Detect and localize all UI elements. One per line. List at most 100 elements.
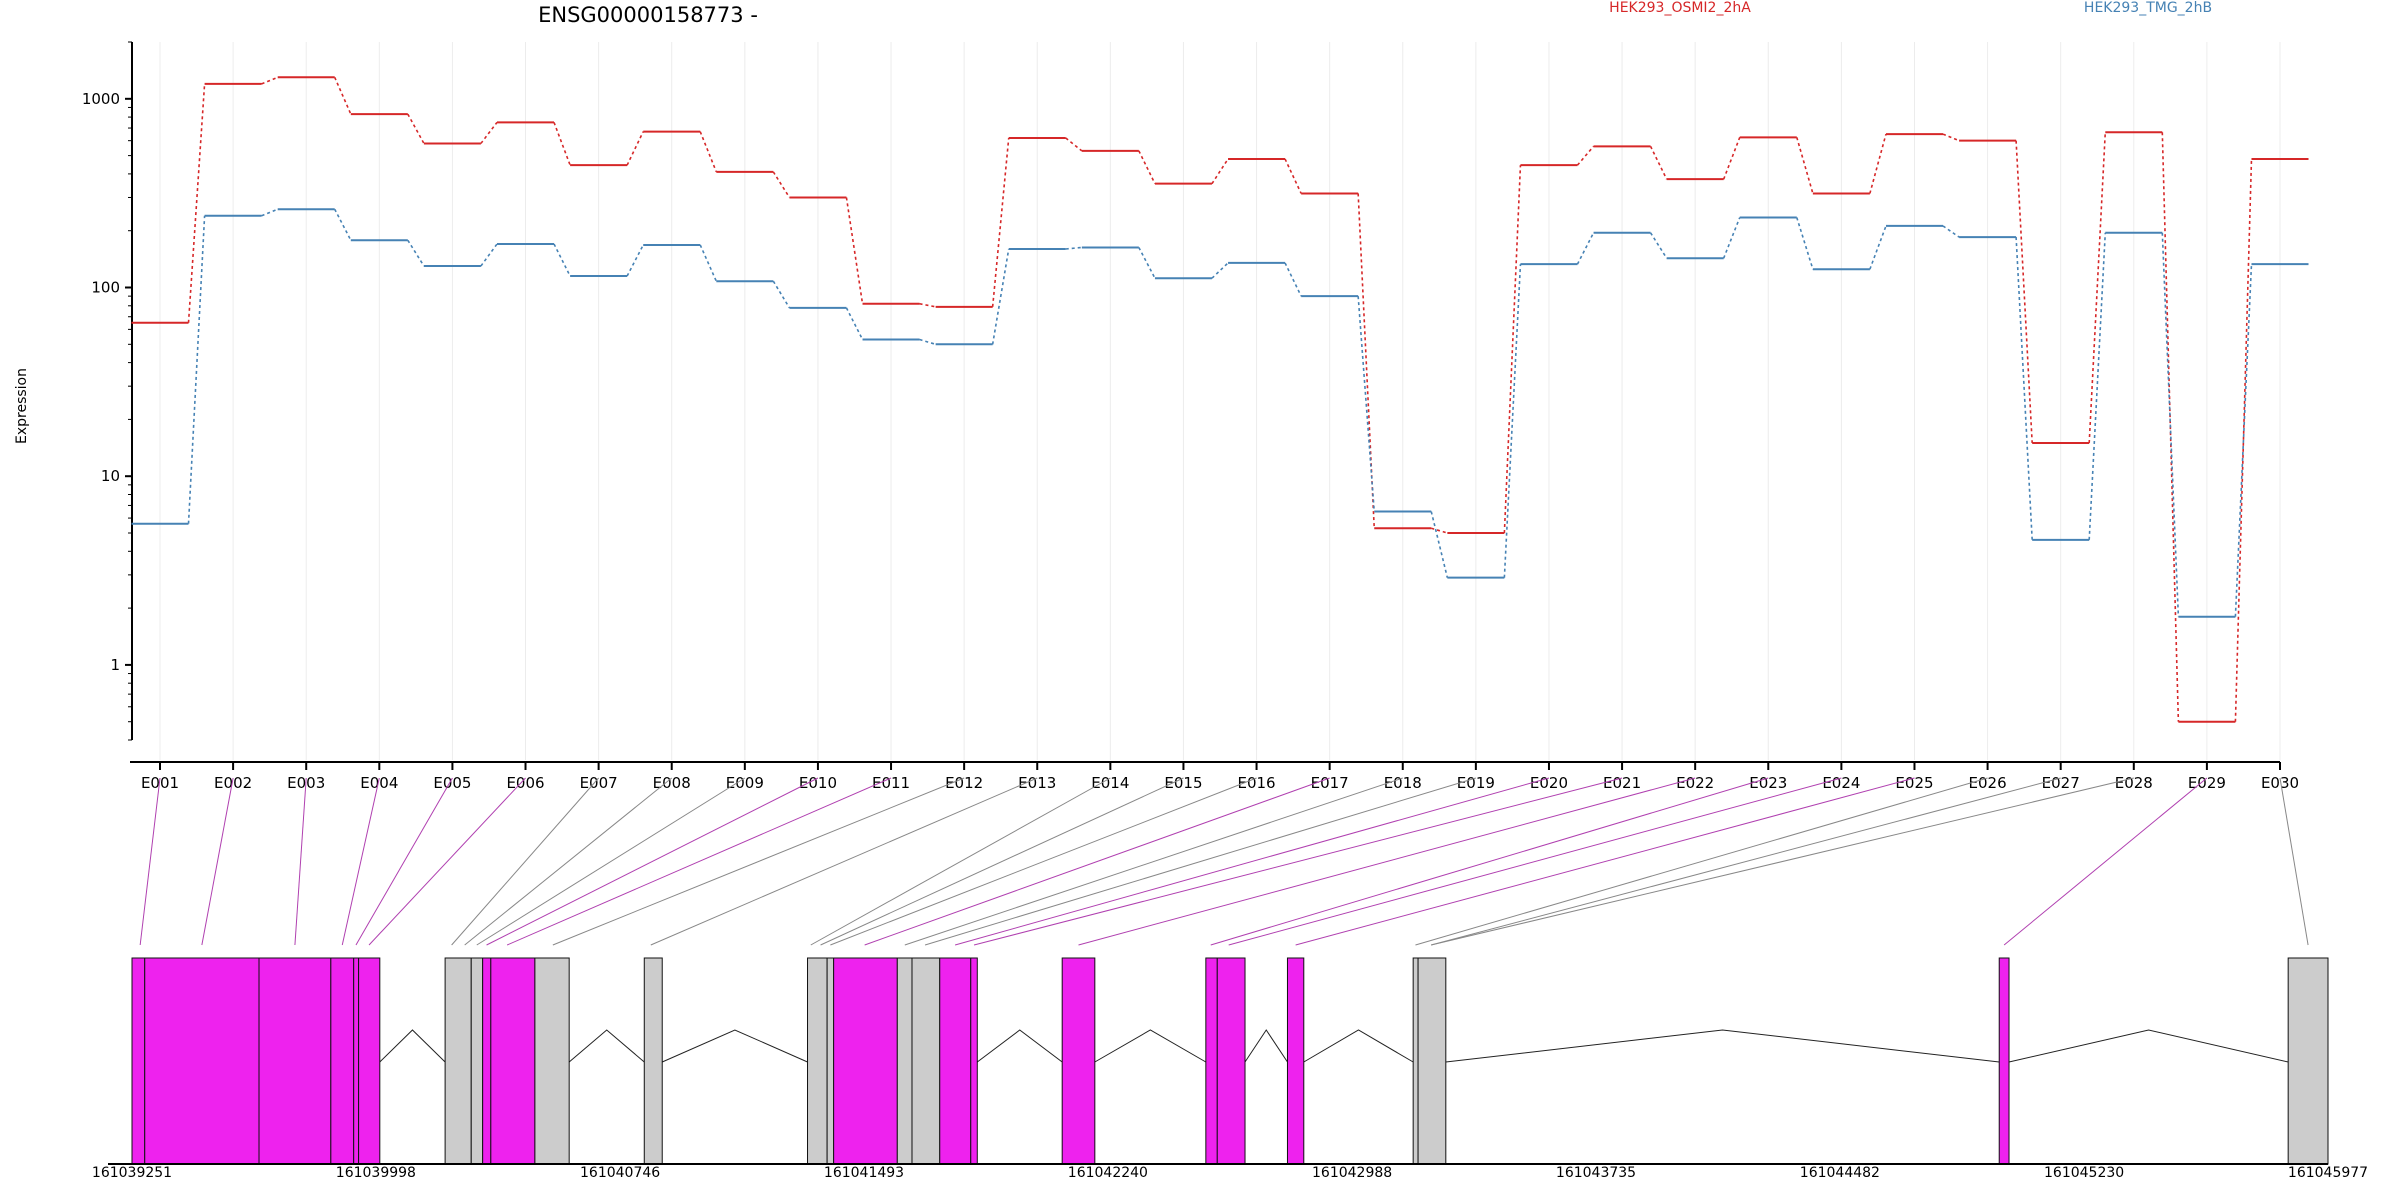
- connector-e022: [1078, 777, 1696, 946]
- genomic-coordinate-label: 161044482: [1800, 1165, 1880, 1181]
- x-tick-label-e005: E005: [433, 774, 471, 792]
- intron-arc: [379, 1029, 446, 1063]
- x-tick-label-e008: E008: [653, 774, 691, 792]
- x-tick-label-e012: E012: [945, 774, 983, 792]
- connector-e020: [954, 777, 1550, 946]
- intron-arc: [1303, 1029, 1414, 1063]
- x-tick-label-e013: E013: [1018, 774, 1056, 792]
- connector-e003: [294, 777, 307, 946]
- connector-e004: [341, 777, 380, 946]
- connector-e013: [650, 777, 1038, 946]
- chart-title: ENSG00000158773 -: [538, 3, 758, 27]
- exon-block-e009: [482, 957, 492, 1165]
- y-tick-label: 100: [91, 279, 120, 297]
- connector-e001: [139, 777, 161, 946]
- x-tick-label-e001: E001: [141, 774, 179, 792]
- genomic-coordinate-label: 161042988: [1312, 1165, 1392, 1181]
- series-tmg-connector: [187, 208, 2253, 617]
- connector-e029: [2003, 777, 2208, 946]
- genomic-coordinate-label: 161040746: [580, 1165, 660, 1181]
- x-tick-label-e028: E028: [2115, 774, 2153, 792]
- connector-e014: [810, 777, 1111, 946]
- exon-block-e013: [807, 957, 828, 1165]
- x-tick-label-e019: E019: [1457, 774, 1495, 792]
- exon-block-e010: [490, 957, 536, 1165]
- exon-block-e003: [258, 957, 332, 1165]
- gene-model: 161039251 161039998 161040746 161041493 1610…: [92, 957, 2368, 1181]
- genomic-coordinate-label: 161045230: [2044, 1165, 2124, 1181]
- y-tick-label: 1: [110, 656, 120, 674]
- exon-block-e022: [1216, 957, 1246, 1165]
- exon-block-e002: [144, 957, 260, 1165]
- exon-block-e011: [534, 957, 570, 1165]
- y-tick-label: 10: [101, 467, 120, 485]
- exon-block-e025: [1417, 957, 1447, 1165]
- exon-block-e014: [826, 957, 835, 1165]
- exon-block-e024: [1412, 957, 1419, 1165]
- connector-e030: [2279, 777, 2309, 946]
- connector-e024: [1228, 777, 1842, 946]
- exon-block-e001: [131, 957, 146, 1165]
- connector-e006: [368, 777, 526, 946]
- x-tick-label-e022: E022: [1676, 774, 1714, 792]
- x-tick-label-e018: E018: [1384, 774, 1422, 792]
- x-tick-label-e015: E015: [1164, 774, 1202, 792]
- connector-e027: [1430, 777, 2061, 946]
- intron-arc: [1445, 1029, 2000, 1063]
- exon-block-e021: [1205, 957, 1218, 1165]
- connector-e009: [476, 777, 746, 946]
- exon-block-e005: [353, 957, 360, 1165]
- intron-arc: [662, 1029, 808, 1063]
- intron-arc: [1094, 1029, 1207, 1063]
- exon-block-e016: [896, 957, 913, 1165]
- x-tick-label-e023: E023: [1749, 774, 1787, 792]
- genomic-coordinate-label: 161041493: [824, 1165, 904, 1181]
- connector-e021: [973, 777, 1623, 946]
- connector-e007: [451, 777, 599, 946]
- intron-arc: [568, 1029, 645, 1063]
- connector-e002: [201, 777, 234, 946]
- connector-e005: [355, 777, 453, 946]
- x-tick-label-e011: E011: [872, 774, 910, 792]
- exon-block-e006: [358, 957, 381, 1165]
- exon-block-e020: [1061, 957, 1096, 1165]
- connector-e028: [1431, 777, 2134, 946]
- genomic-coordinate-label: 161039998: [336, 1165, 416, 1181]
- connector-e019: [924, 777, 1477, 946]
- x-tick-label-e010: E010: [799, 774, 837, 792]
- grid-lines: [159, 42, 2281, 760]
- connector-e018: [904, 777, 1403, 946]
- connector-e016: [830, 777, 1257, 946]
- connector-e012: [552, 777, 965, 946]
- x-tick-label-e016: E016: [1237, 774, 1275, 792]
- genomic-coordinate-label: 161042240: [1068, 1165, 1148, 1181]
- exon-block-e012: [643, 957, 663, 1165]
- x-tick-label-e026: E026: [1969, 774, 2007, 792]
- exon-block-e008: [470, 957, 484, 1165]
- exon-block-e018: [939, 957, 972, 1165]
- connector-e011: [506, 777, 892, 946]
- x-tick-label-e030: E030: [2261, 774, 2299, 792]
- exon-block-e015: [833, 957, 898, 1165]
- y-axis-label: Expression: [14, 368, 30, 444]
- intron-arc: [976, 1029, 1063, 1063]
- exon-block-e017: [911, 957, 941, 1165]
- connector-e017: [864, 777, 1330, 946]
- x-tick-label-e025: E025: [1895, 774, 1933, 792]
- connector-e026: [1415, 777, 1988, 946]
- x-tick-label-e004: E004: [360, 774, 398, 792]
- exon-block-e004: [330, 957, 355, 1165]
- series-lines: [131, 76, 2309, 723]
- exon-block-e007: [444, 957, 472, 1165]
- x-tick-label-e007: E007: [580, 774, 618, 792]
- connector-e010: [486, 777, 819, 946]
- genomic-coordinate-label: 161039251: [92, 1165, 172, 1181]
- intron-arc: [2008, 1029, 2289, 1063]
- exon-block-e027: [2287, 957, 2329, 1165]
- x-tick-label-e020: E020: [1530, 774, 1568, 792]
- x-tick-label-e009: E009: [726, 774, 764, 792]
- bin-connectors: [139, 777, 2309, 946]
- connector-e025: [1295, 777, 1915, 946]
- connector-e023: [1210, 777, 1769, 946]
